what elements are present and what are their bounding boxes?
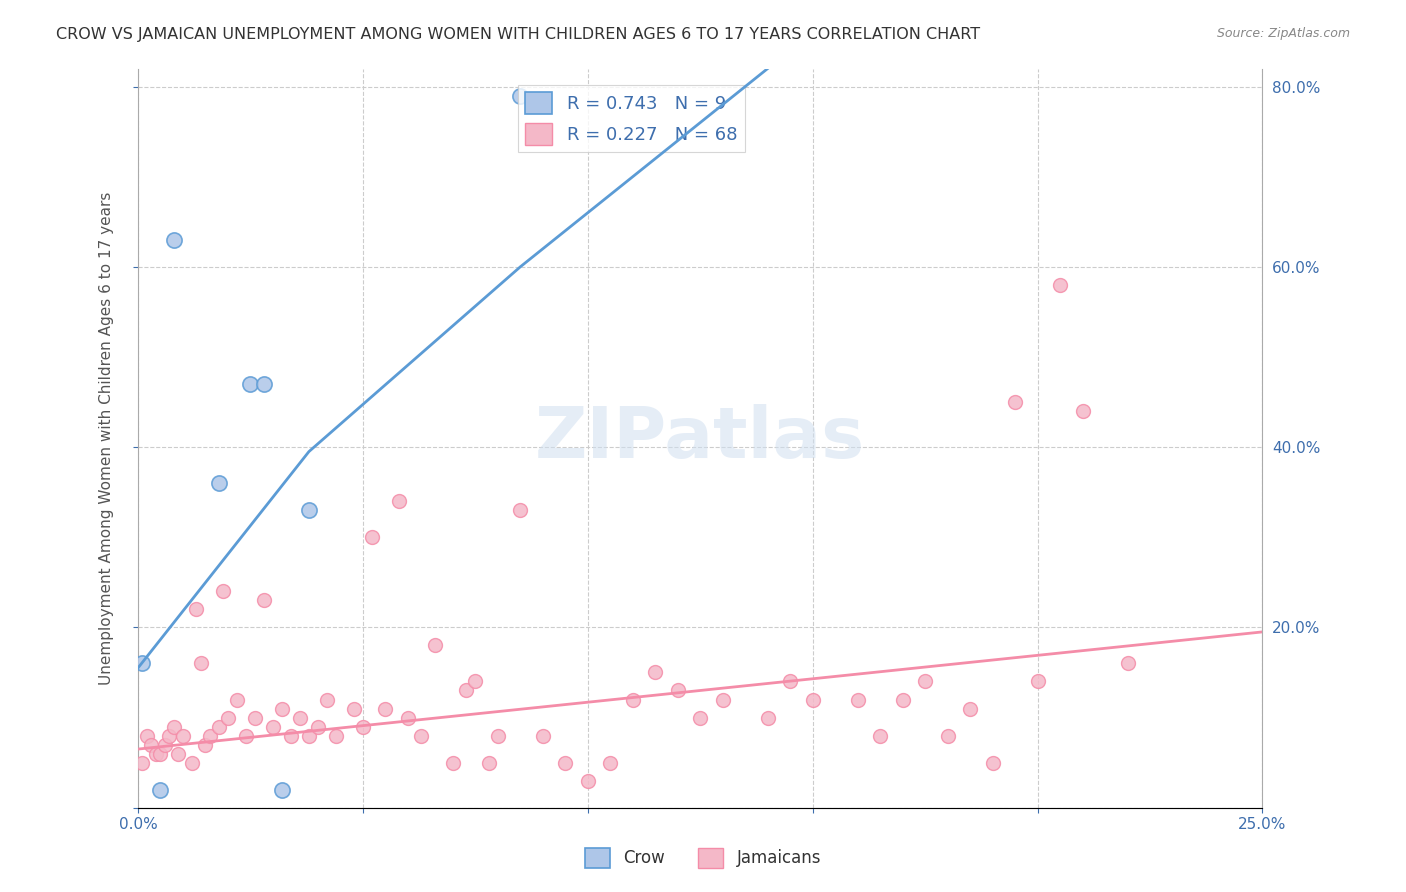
Point xyxy=(936,729,959,743)
Point xyxy=(509,503,531,517)
Point xyxy=(325,729,347,743)
Legend: Crow, Jamaicans: Crow, Jamaicans xyxy=(578,841,828,875)
Point xyxy=(243,710,266,724)
Point xyxy=(914,674,936,689)
Point xyxy=(198,729,221,743)
Point xyxy=(396,710,419,724)
Point xyxy=(959,701,981,715)
Point xyxy=(239,377,262,392)
Point xyxy=(212,584,235,599)
Point xyxy=(131,756,153,770)
Y-axis label: Unemployment Among Women with Children Ages 6 to 17 years: Unemployment Among Women with Children A… xyxy=(100,192,114,685)
Text: ZIPatlas: ZIPatlas xyxy=(536,403,865,473)
Point xyxy=(621,692,644,706)
Point xyxy=(153,738,176,752)
Point xyxy=(1004,395,1026,409)
Point xyxy=(315,692,337,706)
Point xyxy=(711,692,734,706)
Point xyxy=(846,692,869,706)
Point xyxy=(262,720,284,734)
Point xyxy=(172,729,194,743)
Point xyxy=(181,756,204,770)
Point xyxy=(271,701,294,715)
Point xyxy=(464,674,486,689)
Point xyxy=(554,756,576,770)
Point xyxy=(208,476,231,491)
Point xyxy=(576,773,599,788)
Point xyxy=(411,729,433,743)
Point xyxy=(343,701,366,715)
Point xyxy=(486,729,509,743)
Point xyxy=(298,729,321,743)
Text: CROW VS JAMAICAN UNEMPLOYMENT AMONG WOMEN WITH CHILDREN AGES 6 TO 17 YEARS CORRE: CROW VS JAMAICAN UNEMPLOYMENT AMONG WOME… xyxy=(56,27,980,42)
Point xyxy=(891,692,914,706)
Legend: R = 0.743   N = 9 , R = 0.227   N = 68: R = 0.743 N = 9 , R = 0.227 N = 68 xyxy=(517,85,745,153)
Point xyxy=(1049,277,1071,292)
Point xyxy=(186,602,208,616)
Point xyxy=(1116,657,1139,671)
Point xyxy=(1026,674,1049,689)
Point xyxy=(190,657,212,671)
Point xyxy=(644,665,666,680)
Point xyxy=(141,738,163,752)
Point xyxy=(307,720,329,734)
Point xyxy=(779,674,801,689)
Point xyxy=(423,639,446,653)
Point xyxy=(253,377,276,392)
Point xyxy=(478,756,501,770)
Text: Source: ZipAtlas.com: Source: ZipAtlas.com xyxy=(1216,27,1350,40)
Point xyxy=(599,756,621,770)
Point xyxy=(167,747,190,761)
Point xyxy=(280,729,302,743)
Point xyxy=(1071,404,1094,418)
Point xyxy=(149,782,172,797)
Point xyxy=(217,710,239,724)
Point xyxy=(374,701,396,715)
Point xyxy=(145,747,167,761)
Point xyxy=(509,88,531,103)
Point xyxy=(869,729,891,743)
Point xyxy=(298,503,321,517)
Point xyxy=(271,782,294,797)
Point xyxy=(981,756,1004,770)
Point xyxy=(208,720,231,734)
Point xyxy=(756,710,779,724)
Point xyxy=(235,729,257,743)
Point xyxy=(456,683,478,698)
Point xyxy=(159,729,181,743)
Point xyxy=(149,747,172,761)
Point xyxy=(531,729,554,743)
Point xyxy=(666,683,689,698)
Point xyxy=(226,692,249,706)
Point xyxy=(136,729,159,743)
Point xyxy=(360,530,382,544)
Point xyxy=(388,494,411,508)
Point xyxy=(441,756,464,770)
Point xyxy=(253,593,276,607)
Point xyxy=(801,692,824,706)
Point xyxy=(352,720,374,734)
Point xyxy=(194,738,217,752)
Point xyxy=(689,710,711,724)
Point xyxy=(163,720,186,734)
Point xyxy=(131,657,153,671)
Point xyxy=(163,233,186,247)
Point xyxy=(288,710,311,724)
